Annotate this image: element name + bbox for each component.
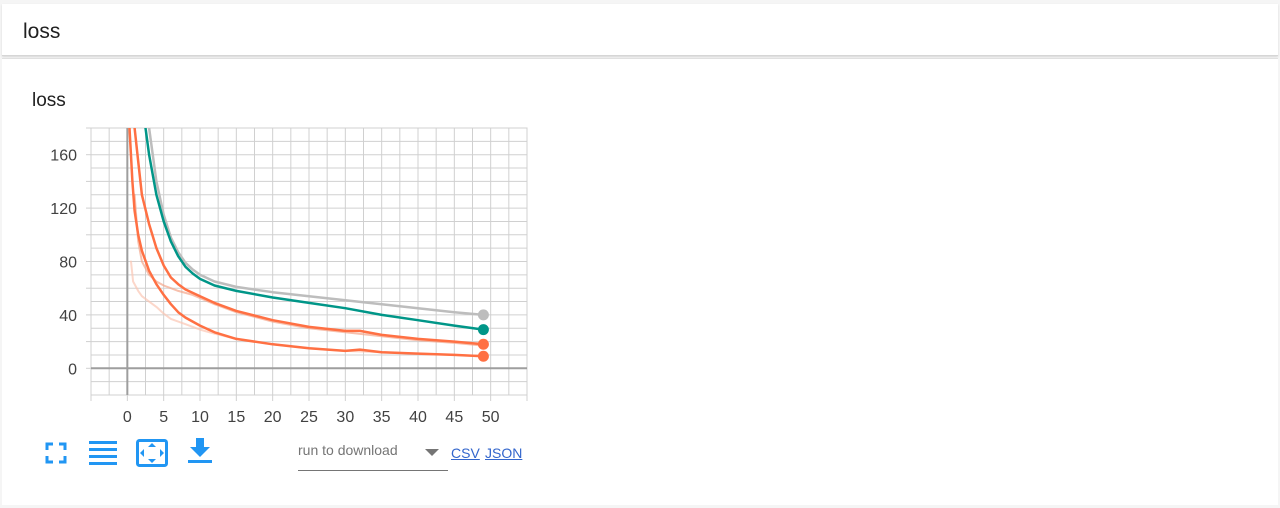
toggle-log-scale-icon-glyph (89, 441, 117, 465)
series-line (133, 128, 485, 346)
x-tick-label: 20 (264, 409, 282, 426)
x-tick-label: 0 (123, 409, 132, 426)
x-tick-label: 25 (300, 409, 318, 426)
download-icon[interactable] (184, 435, 216, 467)
fit-domain-icon-glyph (136, 439, 168, 467)
x-tick-label: 45 (445, 409, 463, 426)
run-select-label: run to download (298, 442, 398, 458)
chart-card: loss 0 5 10 15 20 25 30 35 40 45 50 0 40 80 120 160 (2, 58, 1278, 505)
json-download-link[interactable]: JSON (485, 445, 523, 461)
header-bar: loss (2, 4, 1278, 56)
page-title: loss (23, 20, 61, 43)
y-tick-label: 120 (50, 201, 77, 218)
download-icon-glyph (188, 438, 212, 463)
x-tick-label: 35 (373, 409, 391, 426)
x-tick-label: 5 (159, 409, 168, 426)
chart-title: loss (32, 90, 66, 111)
fullscreen-icon-glyph (45, 442, 67, 464)
series-line (133, 193, 485, 347)
toggle-log-scale-icon[interactable] (87, 437, 119, 469)
x-tick-label: 30 (336, 409, 354, 426)
x-tick-label: 40 (409, 409, 427, 426)
x-tick-label: 15 (227, 409, 245, 426)
series-line (144, 128, 485, 331)
series-end-marker (477, 309, 489, 321)
run-to-download-select[interactable]: run to download (298, 436, 448, 471)
y-tick-label: 40 (59, 308, 77, 325)
chart-lines (128, 128, 485, 358)
csv-download-link[interactable]: CSV (451, 445, 480, 461)
loss-chart[interactable]: 0 5 10 15 20 25 30 35 40 45 50 0 40 80 120 160 (2, 59, 562, 429)
fit-domain-icon[interactable] (136, 437, 168, 469)
y-tick-label: 80 (59, 255, 77, 272)
fullscreen-icon[interactable] (40, 437, 72, 469)
series-end-marker (477, 338, 489, 350)
chevron-down-icon (425, 449, 439, 456)
x-tick-label: 50 (482, 409, 500, 426)
y-tick-label: 0 (68, 361, 77, 378)
chart-tick-labels: 0 5 10 15 20 25 30 35 40 45 50 0 40 80 120 160 (50, 148, 499, 426)
series-line (128, 128, 485, 358)
chart-axes (91, 128, 527, 395)
chart-end-markers (477, 309, 489, 362)
x-tick-label: 10 (191, 409, 209, 426)
series-end-marker (477, 350, 489, 362)
y-tick-label: 160 (50, 148, 77, 165)
series-line (147, 128, 485, 317)
series-end-marker (477, 324, 489, 336)
